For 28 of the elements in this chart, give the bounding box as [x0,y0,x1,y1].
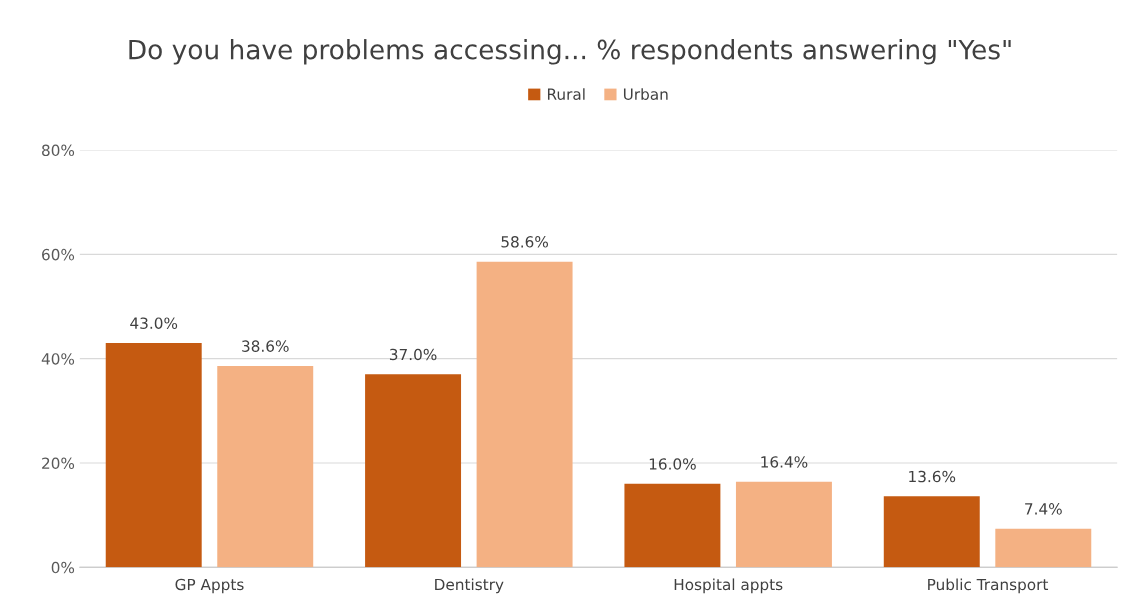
x-tick-label: Hospital appts [674,578,783,594]
bar [365,374,462,568]
bar [735,481,832,568]
x-tick-label: Public Transport [928,578,1049,594]
data-label: 13.6% [909,470,956,483]
y-tick-label: 80% [42,144,75,157]
bar [624,483,721,568]
data-label: 16.0% [649,458,696,470]
bar [105,343,202,568]
y-tick-label: 0% [51,561,75,574]
data-label: 7.4% [1025,503,1062,515]
data-label: 43.0% [130,317,178,329]
x-tick-label: Dentistry [435,578,504,594]
y-tick-label: 20% [42,457,75,470]
bar [995,528,1092,568]
legend-label: Rural [547,88,585,100]
legend-label: Urban [623,88,668,100]
bar [217,365,314,568]
y-tick-label: 40% [41,353,75,365]
bar [883,496,980,568]
chart-title: Do you have problems accessing... % respondents answering "Yes" [129,39,1011,65]
bar [476,261,573,568]
y-tick-label: 60% [42,248,75,261]
data-label: 58.6% [501,236,549,248]
data-label: 16.4% [761,456,808,468]
x-tick-label: GP Appts [175,578,244,594]
data-label: 37.0% [389,348,437,361]
data-label: 38.6% [242,340,289,352]
